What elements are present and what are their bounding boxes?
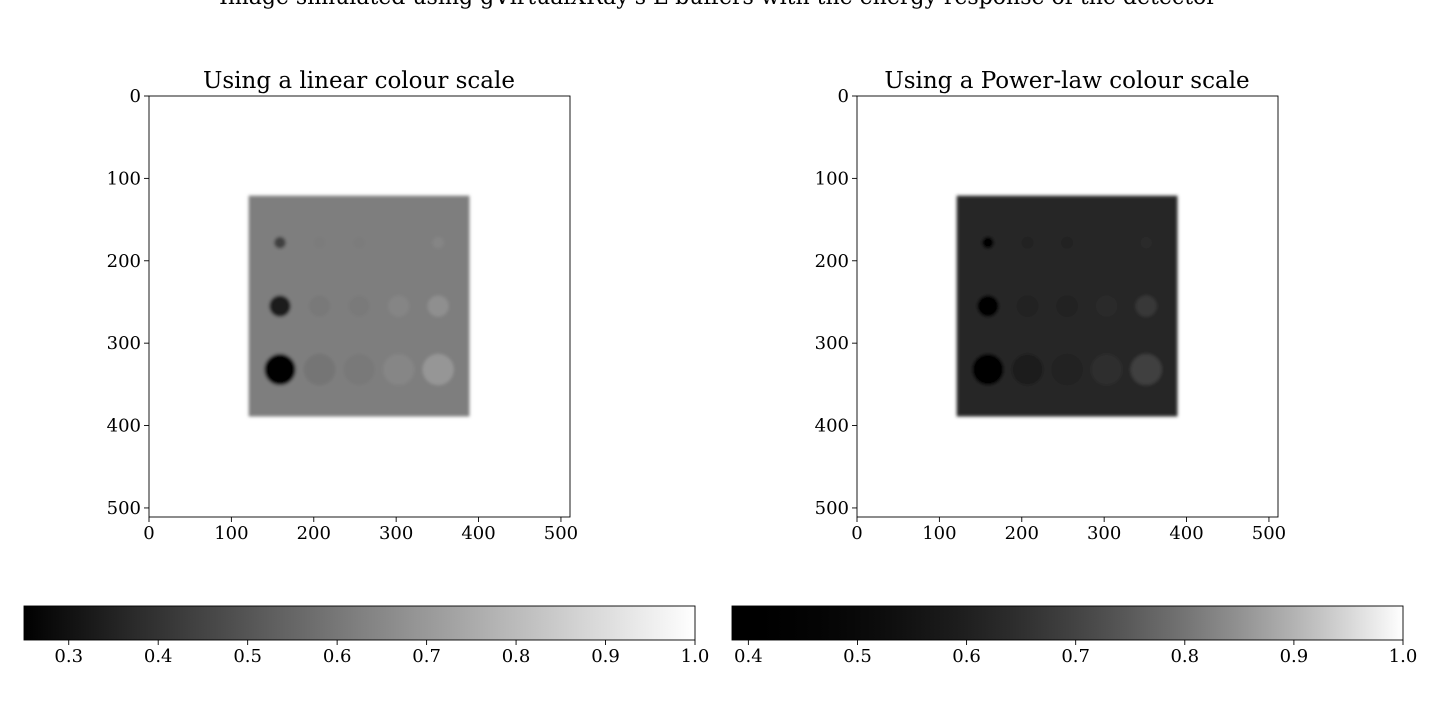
y-tick-label: 300 (107, 333, 141, 354)
colorbar-tick-label: 0.7 (1061, 646, 1090, 667)
y-tick-label: 100 (107, 168, 141, 189)
insert-disc (1130, 353, 1162, 386)
insert-disc (382, 353, 415, 386)
insert-disc (1090, 353, 1123, 386)
insert-disc (348, 295, 370, 317)
insert-disc (274, 236, 286, 249)
x-tick-label: 100 (214, 523, 248, 544)
insert-disc (1100, 236, 1113, 249)
image-area-linear (149, 96, 570, 517)
x-tick-label: 200 (297, 523, 331, 544)
y-tick-label: 500 (815, 498, 849, 519)
y-tick-label: 0 (838, 86, 849, 107)
colorbar-linear: 0.3 0.4 0.5 0.6 0.7 0.8 0.9 1.0 (23, 605, 710, 667)
colorbar-tick-label: 1.0 (1389, 646, 1418, 667)
insert-disc (982, 236, 994, 249)
colorbar-tick-label: 0.7 (412, 646, 441, 667)
insert-disc (313, 236, 326, 249)
y-tick-label: 400 (107, 416, 141, 437)
colorbar-tick-label: 1.0 (681, 646, 710, 667)
y-tick-label: 500 (107, 498, 141, 519)
insert-disc (972, 353, 1004, 386)
insert-disc (1016, 295, 1039, 317)
insert-disc (432, 236, 444, 249)
x-tick-label: 100 (922, 523, 956, 544)
colorbar-tick-label: 0.3 (54, 646, 83, 667)
colorbar-tick-label: 0.5 (843, 646, 872, 667)
image-area-power-law (857, 96, 1278, 517)
insert-disc (343, 353, 375, 386)
colorbar-gradient (24, 606, 695, 640)
image-blurred-content (248, 195, 470, 417)
insert-disc (264, 353, 296, 386)
figure-suptitle: Image simulated using gVirtualXRay's L-b… (219, 0, 1217, 10)
axes-frame (856, 95, 1279, 518)
x-tick-label: 300 (379, 523, 413, 544)
insert-disc (269, 295, 291, 317)
insert-disc (1061, 236, 1073, 249)
x-tick-label: 400 (461, 523, 495, 544)
x-tick-label: 300 (1087, 523, 1121, 544)
insert-disc (1140, 236, 1152, 249)
y-tick-label: 400 (815, 416, 849, 437)
colorbar-tick-label: 0.5 (233, 646, 262, 667)
y-tick-label: 0 (130, 86, 141, 107)
x-tick-label: 0 (143, 523, 154, 544)
y-tick-label: 100 (815, 168, 849, 189)
x-tick-label: 200 (1005, 523, 1039, 544)
image-blurred-content (956, 195, 1178, 417)
axes-frame (148, 95, 571, 518)
colorbar-tick-label: 0.6 (952, 646, 981, 667)
panel-title-linear: Using a linear colour scale (203, 68, 515, 94)
colorbar-frame (23, 605, 696, 641)
panel-title-power-law: Using a Power-law colour scale (884, 68, 1249, 94)
x-tick-label: 0 (851, 523, 862, 544)
y-tick-label: 200 (107, 251, 141, 272)
colorbar-power-law: 0.4 0.5 0.6 0.7 0.8 0.9 1.0 (731, 605, 1418, 667)
panel-linear: Using a linear colour scale 0 100 200 300 40… (107, 68, 578, 544)
x-tick-label: 500 (1252, 523, 1286, 544)
x-tick-label: 500 (544, 523, 578, 544)
insert-disc (1021, 236, 1034, 249)
insert-disc (308, 295, 331, 317)
insert-disc (392, 236, 405, 249)
insert-disc (1095, 295, 1118, 317)
colorbar-tick-label: 0.4 (734, 646, 763, 667)
insert-disc (1056, 295, 1078, 317)
colorbar-tick-label: 0.6 (323, 646, 352, 667)
panel-power-law: Using a Power-law colour scale 0 100 200 30… (815, 68, 1286, 544)
colorbar-tick-label: 0.8 (502, 646, 531, 667)
colorbar-frame (731, 605, 1404, 641)
insert-disc (422, 353, 454, 386)
colorbar-tick-label: 0.8 (1170, 646, 1199, 667)
colorbar-tick-label: 0.4 (144, 646, 173, 667)
y-tick-label: 300 (815, 333, 849, 354)
y-tick-label: 200 (815, 251, 849, 272)
colorbar-tick-label: 0.9 (1280, 646, 1309, 667)
insert-disc (1135, 295, 1157, 317)
colorbar-gradient (732, 606, 1403, 640)
insert-disc (1011, 353, 1044, 386)
colorbar-tick-label: 0.9 (591, 646, 620, 667)
insert-disc (1051, 353, 1083, 386)
insert-disc (353, 236, 365, 249)
x-tick-label: 400 (1169, 523, 1203, 544)
insert-disc (387, 295, 410, 317)
insert-disc (977, 295, 999, 317)
insert-disc (427, 295, 449, 317)
insert-disc (303, 353, 336, 386)
